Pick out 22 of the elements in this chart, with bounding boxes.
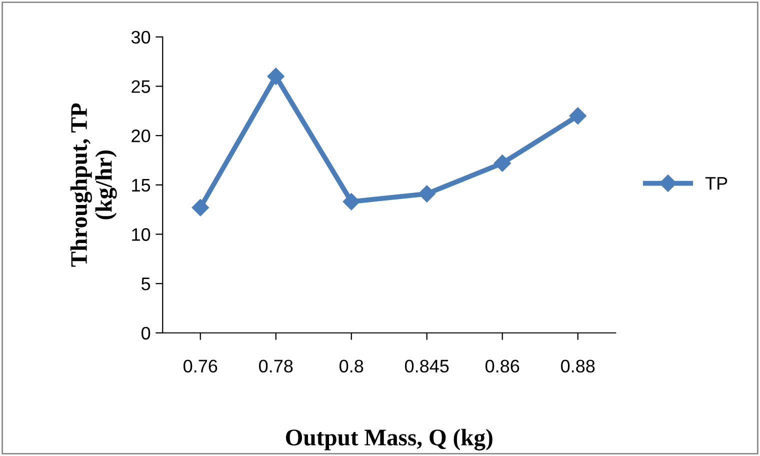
point	[418, 185, 436, 202]
point	[494, 154, 511, 172]
x-tick-label: 0.86	[485, 360, 520, 373]
y-tick-label: 25	[132, 80, 150, 93]
x-tick-label: 0.76	[184, 360, 218, 373]
x-tick-label: 0.8	[340, 360, 364, 373]
y-axis-title: Throughput, TP (kg/hr)	[70, 103, 117, 267]
legend-label: TP	[705, 177, 728, 190]
x-axis-title: Output Mass, Q (kg)	[286, 428, 492, 450]
point	[267, 68, 284, 85]
x-tick-label: 0.78	[259, 360, 293, 373]
x-tick-label: 0.88	[560, 360, 595, 373]
point	[342, 193, 360, 210]
y-tick-label: 20	[132, 130, 150, 142]
y-tick-label: 0	[142, 326, 150, 340]
point	[192, 199, 209, 216]
point	[569, 107, 586, 124]
y-tick-label: 10	[132, 228, 150, 241]
x-tick-label: 0.845	[404, 360, 449, 373]
y-tick-label: 5	[142, 278, 150, 290]
y-tick-label: 15	[132, 179, 150, 192]
y-tick-label: 30	[131, 30, 150, 44]
